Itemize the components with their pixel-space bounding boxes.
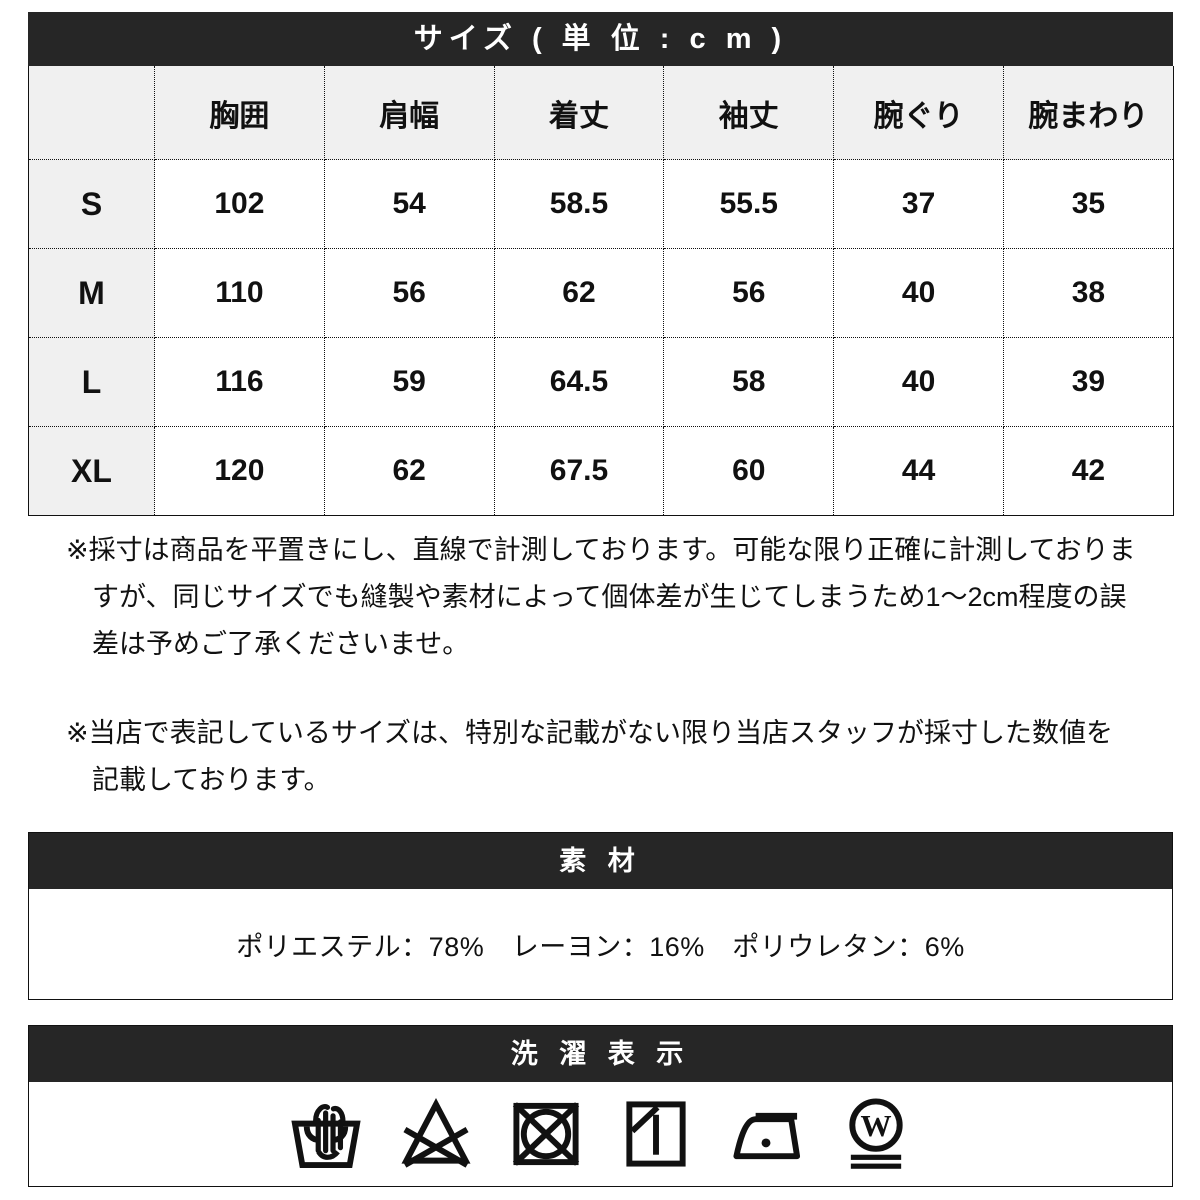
material-section: 素 材 ポリエステル：78% レーヨン：16% ポリウレタン：6% [28,832,1173,1000]
cell-l-sleeve: 58 [663,337,835,427]
wash-care-section-title: 洗 濯 表 示 [29,1026,1172,1082]
row-label-l: L [28,337,155,427]
table-row: XL 120 62 67.5 60 44 42 [28,426,1174,516]
column-header-length: 着丈 [494,66,665,160]
table-row: S 102 54 58.5 55.5 37 35 [28,159,1174,249]
cell-l-arm-width: 39 [1003,337,1174,427]
table-row: L 116 59 64.5 58 40 39 [28,337,1174,427]
row-label-s: S [28,159,155,249]
column-header-blank [28,66,155,160]
material-body: ポリエステル：78% レーヨン：16% ポリウレタン：6% [29,889,1172,999]
table-row: M 110 56 62 56 40 38 [28,248,1174,338]
cell-m-chest: 110 [154,248,325,338]
note-measurement: ※採寸は商品を平置きにし、直線で計測しております。可能な限り正確に計測しておりま… [66,527,1136,668]
note-staff-measured: ※当店で表記しているサイズは、特別な記載がない限り当店スタッフが採寸した数値を記… [66,710,1136,804]
cell-l-shoulder: 59 [324,337,495,427]
cell-xl-shoulder: 62 [324,426,495,516]
drip-dry-in-shade-icon [619,1097,693,1171]
row-label-m: M [28,248,155,338]
column-header-chest: 胸囲 [154,66,325,160]
cell-m-sleeve: 56 [663,248,835,338]
do-not-bleach-icon [399,1097,473,1171]
table-header-row: 胸囲 肩幅 着丈 袖丈 腕ぐり 腕まわり [28,66,1174,160]
cell-l-length: 64.5 [494,337,665,427]
column-header-armhole: 腕ぐり [833,66,1004,160]
column-header-shoulder: 肩幅 [324,66,495,160]
cell-s-sleeve: 55.5 [663,159,835,249]
notes-section: ※採寸は商品を平置きにし、直線で計測しております。可能な限り正確に計測しておりま… [66,527,1136,804]
cell-m-shoulder: 56 [324,248,495,338]
cell-s-arm-width: 35 [1003,159,1174,249]
size-table-body: S 102 54 58.5 55.5 37 35 M 110 56 62 56 … [28,159,1174,516]
iron-low-heat-icon [729,1097,803,1171]
note-measurement-text: ※採寸は商品を平置きにし、直線で計測しております。可能な限り正確に計測しておりま… [66,535,1136,659]
cell-l-chest: 116 [154,337,325,427]
material-composition-text: ポリエステル：78% レーヨン：16% ポリウレタン：6% [236,931,965,962]
wash-care-section: 洗 濯 表 示 [28,1025,1173,1187]
professional-wet-clean-very-mild-icon: W [839,1097,913,1171]
size-table: 胸囲 肩幅 着丈 袖丈 腕ぐり 腕まわり S 102 54 58.5 55.5 … [28,66,1174,516]
cell-xl-arm-width: 42 [1003,426,1174,516]
size-section: サイズ ( 単 位 : c m ) 胸囲 肩幅 着丈 袖丈 腕ぐり 腕まわり [28,12,1174,516]
size-table-head: 胸囲 肩幅 着丈 袖丈 腕ぐり 腕まわり [28,66,1174,160]
material-section-title: 素 材 [29,833,1172,889]
size-section-title: サイズ ( 単 位 : c m ) [28,12,1173,66]
note-staff-measured-text: ※当店で表記しているサイズは、特別な記載がない限り当店スタッフが採寸した数値を記… [66,718,1114,795]
cell-s-armhole: 37 [833,159,1004,249]
cell-m-armhole: 40 [833,248,1004,338]
column-header-arm-width: 腕まわり [1003,66,1174,160]
cell-xl-armhole: 44 [833,426,1004,516]
cell-xl-chest: 120 [154,426,325,516]
cell-s-chest: 102 [154,159,325,249]
row-label-xl: XL [28,426,155,516]
column-header-sleeve: 袖丈 [663,66,835,160]
cell-l-armhole: 40 [833,337,1004,427]
wash-care-icon-row: W [29,1082,1172,1186]
cell-xl-length: 67.5 [494,426,665,516]
svg-text:W: W [860,1108,891,1143]
cell-s-length: 58.5 [494,159,665,249]
cell-s-shoulder: 54 [324,159,495,249]
cell-xl-sleeve: 60 [663,426,835,516]
cell-m-arm-width: 38 [1003,248,1174,338]
cell-m-length: 62 [494,248,665,338]
do-not-tumble-dry-icon [509,1097,583,1171]
hand-wash-icon [289,1097,363,1171]
